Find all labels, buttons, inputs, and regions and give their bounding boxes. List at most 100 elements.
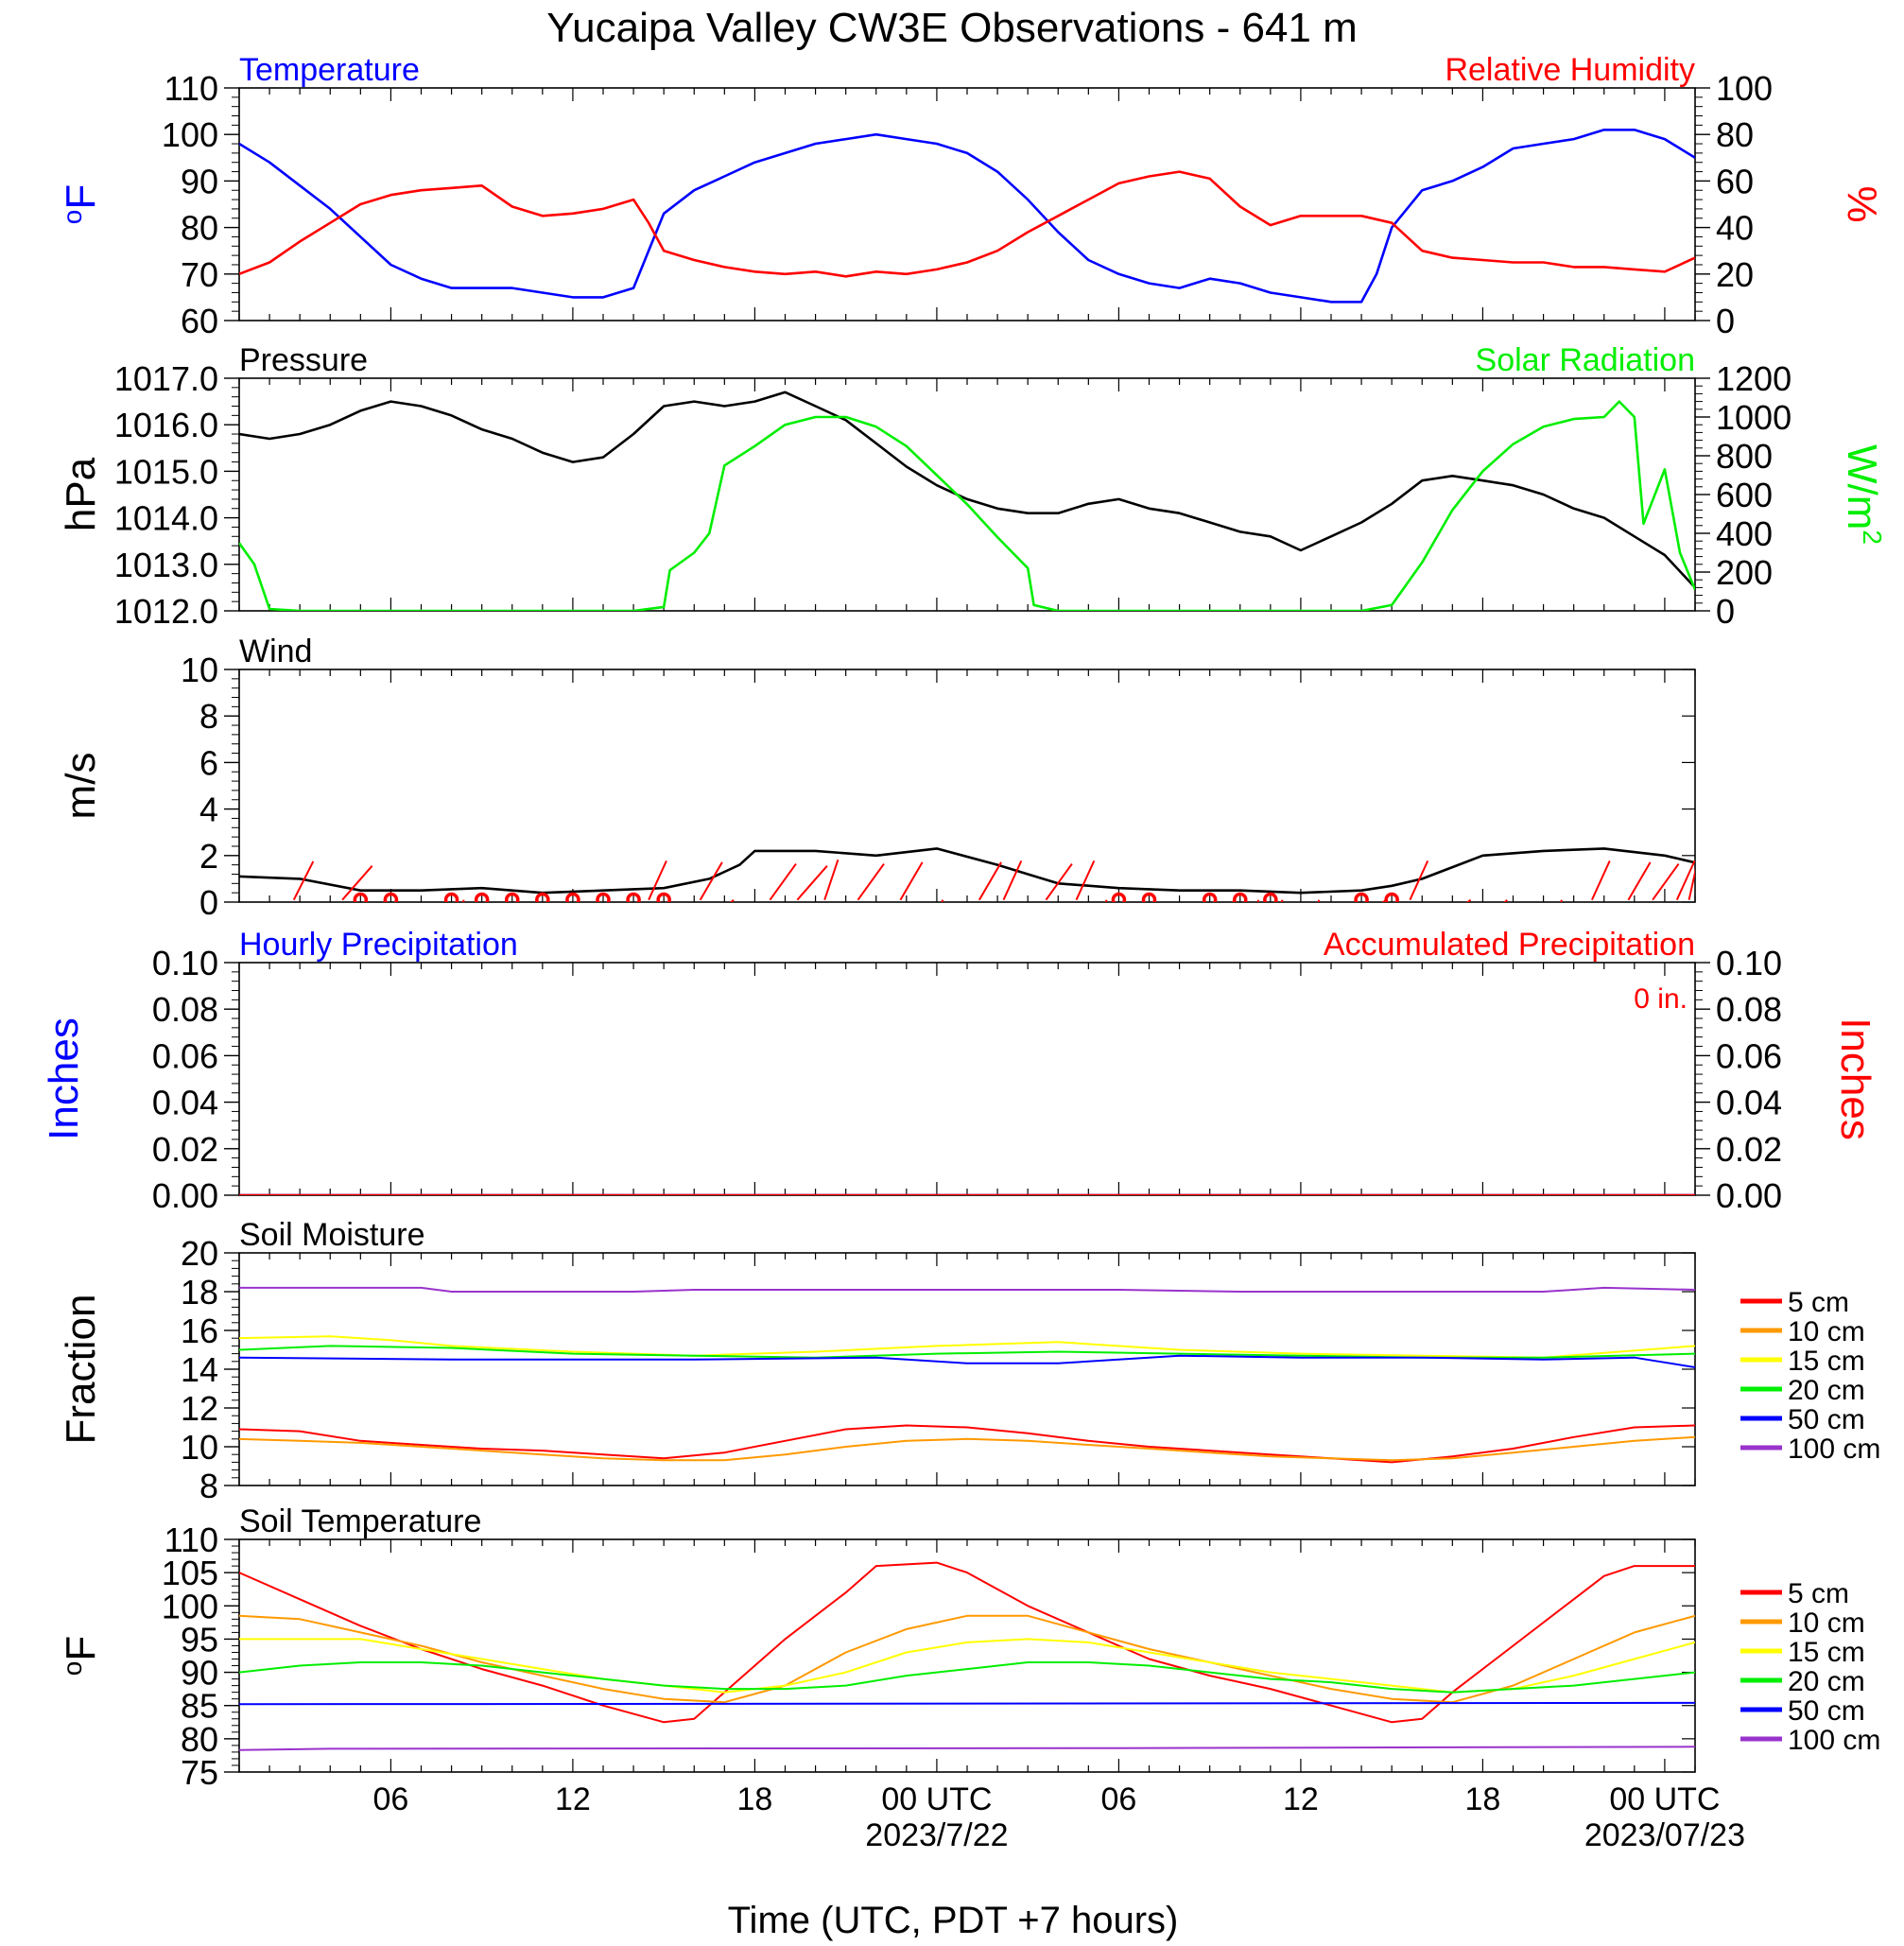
panel-wind: 0 2 4 6 8 10 Wind m/s [58,634,1696,922]
wind-barb [1688,867,1695,900]
y-tick-label-right: 80 [1716,115,1754,154]
y-tick-label-left: 0.04 [152,1084,218,1122]
y-tick-label-left: 1012.0 [114,592,218,631]
y-tick-label-left: 1013.0 [114,546,218,584]
plot-frame [238,1252,1696,1486]
plot-frame [238,962,1696,1196]
wind-barb [1409,860,1429,901]
y-tick-label-right: 0.08 [1716,990,1782,1029]
y-tick-label-left: 16 [181,1312,218,1350]
calm-circle [1141,892,1157,902]
series-line-solar [239,400,1695,611]
series-line-depth_50 [239,1354,1695,1368]
legend-label-depth_20: 20 cm [1788,1666,1865,1697]
wind-barb [1466,898,1472,902]
series-line-temperature [239,129,1695,304]
y-tick-label-right: 800 [1716,437,1773,476]
degree-o: o [58,210,87,225]
panel-label-right: Solar Radiation [1476,342,1695,378]
y-tick-label-right: 40 [1716,209,1754,248]
legend-label-depth_10: 10 cm [1788,1316,1865,1347]
panel-precip: 0.00 0.02 0.04 0.06 0.08 0.10 0.00 0.02 0.04 0.06… [41,927,1878,1215]
y-tick-label-left: 10 [181,1428,218,1467]
wind-barb [823,859,839,901]
x-tick-label: 00 UTC [881,1781,992,1817]
panel-label-left: Pressure [239,342,368,378]
series-line-depth_50 [239,1701,1695,1706]
y-tick-label-right: 600 [1716,476,1773,514]
unit-f: F [58,184,104,210]
legend-label-depth_100: 100 cm [1788,1725,1880,1756]
y-tick-label-left: 8 [199,697,218,736]
y-tick-label-left: 0.10 [152,944,218,982]
x-date-label: 2023/07/23 [1584,1817,1745,1853]
calm-circle [505,892,520,902]
series-line-wind [239,847,1695,895]
wind-barb [1280,899,1284,902]
wind-barb [1002,860,1023,901]
series-group [239,1286,1695,1464]
y-tick-label-left: 0.00 [152,1176,218,1215]
wind-barb [1232,899,1236,902]
wind-barb [1675,860,1695,901]
x-tick-label: 06 [1101,1781,1137,1817]
panel-label-left: Soil Moisture [239,1217,425,1253]
wind-barb [1256,899,1259,902]
y-axis-title-left: Fraction [58,1294,104,1445]
y-tick-label-left: 1016.0 [114,406,218,444]
y-tick-label-left: 1015.0 [114,452,218,491]
wind-barb [699,861,723,901]
panel-label-left: Hourly Precipitation [239,927,518,963]
y-tick-label-right: 100 [1716,69,1773,108]
y-tick-label-right: 0.10 [1716,944,1782,982]
y-tick-label-left: 75 [181,1753,218,1792]
wind-barb [341,864,373,901]
y-tick-label-left: 18 [181,1273,218,1312]
calm-circle [565,892,580,902]
panel-label-left: Soil Temperature [239,1503,481,1539]
wind-barb [1591,860,1611,901]
y-tick-label-right: 60 [1716,162,1754,200]
wind-barb [796,864,828,901]
y-tick-label-left: 10 [181,651,218,689]
calm-circle [1233,892,1248,902]
y-axis-title-right: W/m2 [1839,444,1887,545]
calm-circle [353,892,369,902]
panel-temp_rh: 60 70 80 90 100 110 0 20 40 60 80 100 Temperature Rel… [58,52,1885,340]
legend-label-depth_10: 10 cm [1788,1607,1865,1639]
y-tick-label-left: 1017.0 [114,359,218,398]
calm-circle [383,892,399,902]
legend-label-depth_20: 20 cm [1788,1375,1865,1406]
y-tick-label-left: 0 [199,883,218,922]
wind-barb [1317,899,1321,902]
calm-circle [656,892,671,902]
wind-barb [648,860,667,901]
series-line-depth_15 [239,1335,1695,1359]
y-tick-label-left: 1014.0 [114,499,218,538]
wind-barb [1652,863,1680,901]
y-tick-label-left: 100 [162,1587,218,1625]
series-line-depth_100 [239,1286,1695,1293]
wind-barb [978,861,1002,901]
y-axis-title-left: Inches [41,1017,87,1140]
panel-label-right: Relative Humidity [1445,52,1695,88]
calm-circle [1202,892,1218,902]
wind-barb [857,863,885,901]
legend-label-depth_5: 5 cm [1788,1287,1849,1318]
series-line-depth_5 [239,1424,1695,1464]
y-tick-label-right: 0.00 [1716,1176,1782,1215]
y-tick-label-right: 1200 [1716,359,1791,398]
y-axis-title-left: hPa [58,457,104,531]
x-date-label: 2023/7/22 [865,1817,1008,1853]
legend-label-depth_15: 15 cm [1788,1346,1865,1377]
x-axis-title: Time (UTC, PDT +7 hours) [728,1900,1179,1941]
y-tick-label-left: 80 [181,209,218,248]
y-tick-label-right: 400 [1716,514,1773,553]
y-tick-label-right: 0.02 [1716,1130,1782,1169]
y-tick-label-left: 6 [199,743,218,782]
y-axis-title-right: Inches [1832,1017,1878,1140]
plot-frame [238,669,1696,903]
